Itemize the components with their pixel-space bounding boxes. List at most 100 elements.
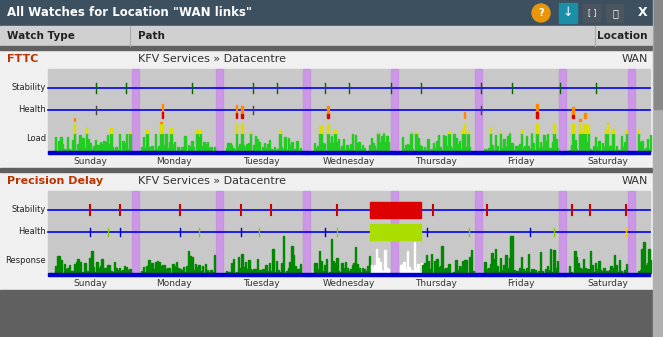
Bar [64, 264, 65, 273]
Bar [239, 144, 241, 151]
Bar [517, 271, 518, 273]
Bar [579, 133, 581, 151]
Bar [158, 262, 160, 273]
Bar [541, 271, 543, 273]
Bar [497, 266, 498, 273]
Bar [198, 137, 200, 151]
Bar [193, 270, 194, 273]
Bar [417, 264, 418, 273]
Bar [583, 4, 600, 22]
Bar [322, 271, 324, 273]
Bar [522, 269, 524, 273]
Bar [611, 266, 612, 273]
Bar [606, 4, 623, 22]
Bar [500, 133, 501, 151]
Bar [262, 147, 263, 151]
Bar [463, 112, 465, 118]
Bar [463, 124, 465, 133]
Bar [509, 133, 510, 151]
Bar [453, 272, 455, 273]
Bar [623, 148, 624, 151]
Bar [233, 259, 234, 273]
Bar [339, 149, 341, 151]
Bar [241, 124, 243, 133]
Bar [329, 143, 331, 151]
Bar [419, 145, 420, 151]
Bar [70, 150, 72, 151]
Bar [190, 256, 191, 273]
Bar [276, 150, 277, 151]
Bar [429, 150, 431, 151]
Bar [279, 133, 280, 151]
Bar [0, 0, 663, 26]
Bar [225, 148, 227, 151]
Bar [251, 150, 253, 151]
Bar [391, 191, 398, 276]
Text: Monday: Monday [156, 278, 192, 287]
Bar [216, 191, 223, 276]
Bar [346, 145, 348, 151]
Bar [638, 271, 639, 273]
Bar [184, 272, 186, 273]
Bar [65, 270, 67, 273]
Bar [132, 69, 139, 154]
Bar [511, 144, 512, 151]
Bar [412, 149, 414, 151]
Bar [124, 143, 125, 151]
Text: WAN: WAN [622, 54, 648, 63]
Bar [145, 272, 146, 273]
Bar [56, 256, 58, 273]
Bar [602, 143, 603, 151]
Bar [200, 130, 202, 133]
Bar [402, 137, 403, 151]
Text: Health: Health [19, 105, 46, 114]
Bar [304, 69, 310, 154]
Bar [241, 254, 243, 273]
Bar [585, 133, 586, 151]
Bar [212, 272, 213, 273]
Bar [279, 272, 280, 273]
Bar [536, 112, 538, 118]
Bar [548, 270, 550, 273]
Bar [262, 269, 263, 273]
Bar [156, 261, 158, 273]
Bar [472, 271, 474, 273]
Bar [60, 137, 62, 151]
Bar [569, 266, 570, 273]
Bar [571, 272, 572, 273]
Bar [486, 269, 487, 273]
Bar [500, 258, 501, 273]
Bar [531, 133, 532, 151]
Bar [334, 133, 335, 151]
Bar [371, 137, 372, 151]
Bar [274, 272, 275, 273]
Bar [588, 270, 589, 273]
Bar [276, 261, 277, 273]
Bar [405, 269, 406, 273]
Bar [272, 248, 274, 273]
Bar [110, 133, 111, 151]
Bar [388, 269, 389, 273]
Bar [488, 148, 489, 151]
Bar [274, 147, 275, 151]
Text: [ ]: [ ] [588, 8, 596, 18]
Text: WAN: WAN [622, 176, 648, 185]
Bar [200, 271, 202, 273]
Bar [612, 268, 613, 273]
Bar [117, 150, 119, 151]
Bar [424, 263, 426, 273]
Bar [247, 269, 248, 273]
Bar [555, 268, 557, 273]
Bar [522, 148, 524, 151]
Bar [538, 149, 539, 151]
Bar [188, 146, 189, 151]
Bar [505, 147, 507, 151]
Bar [105, 142, 106, 151]
Text: Monday: Monday [156, 156, 192, 165]
Bar [265, 265, 267, 273]
Bar [328, 114, 329, 118]
Bar [572, 115, 574, 118]
Bar [191, 257, 193, 273]
Bar [351, 265, 353, 273]
Bar [90, 258, 91, 273]
